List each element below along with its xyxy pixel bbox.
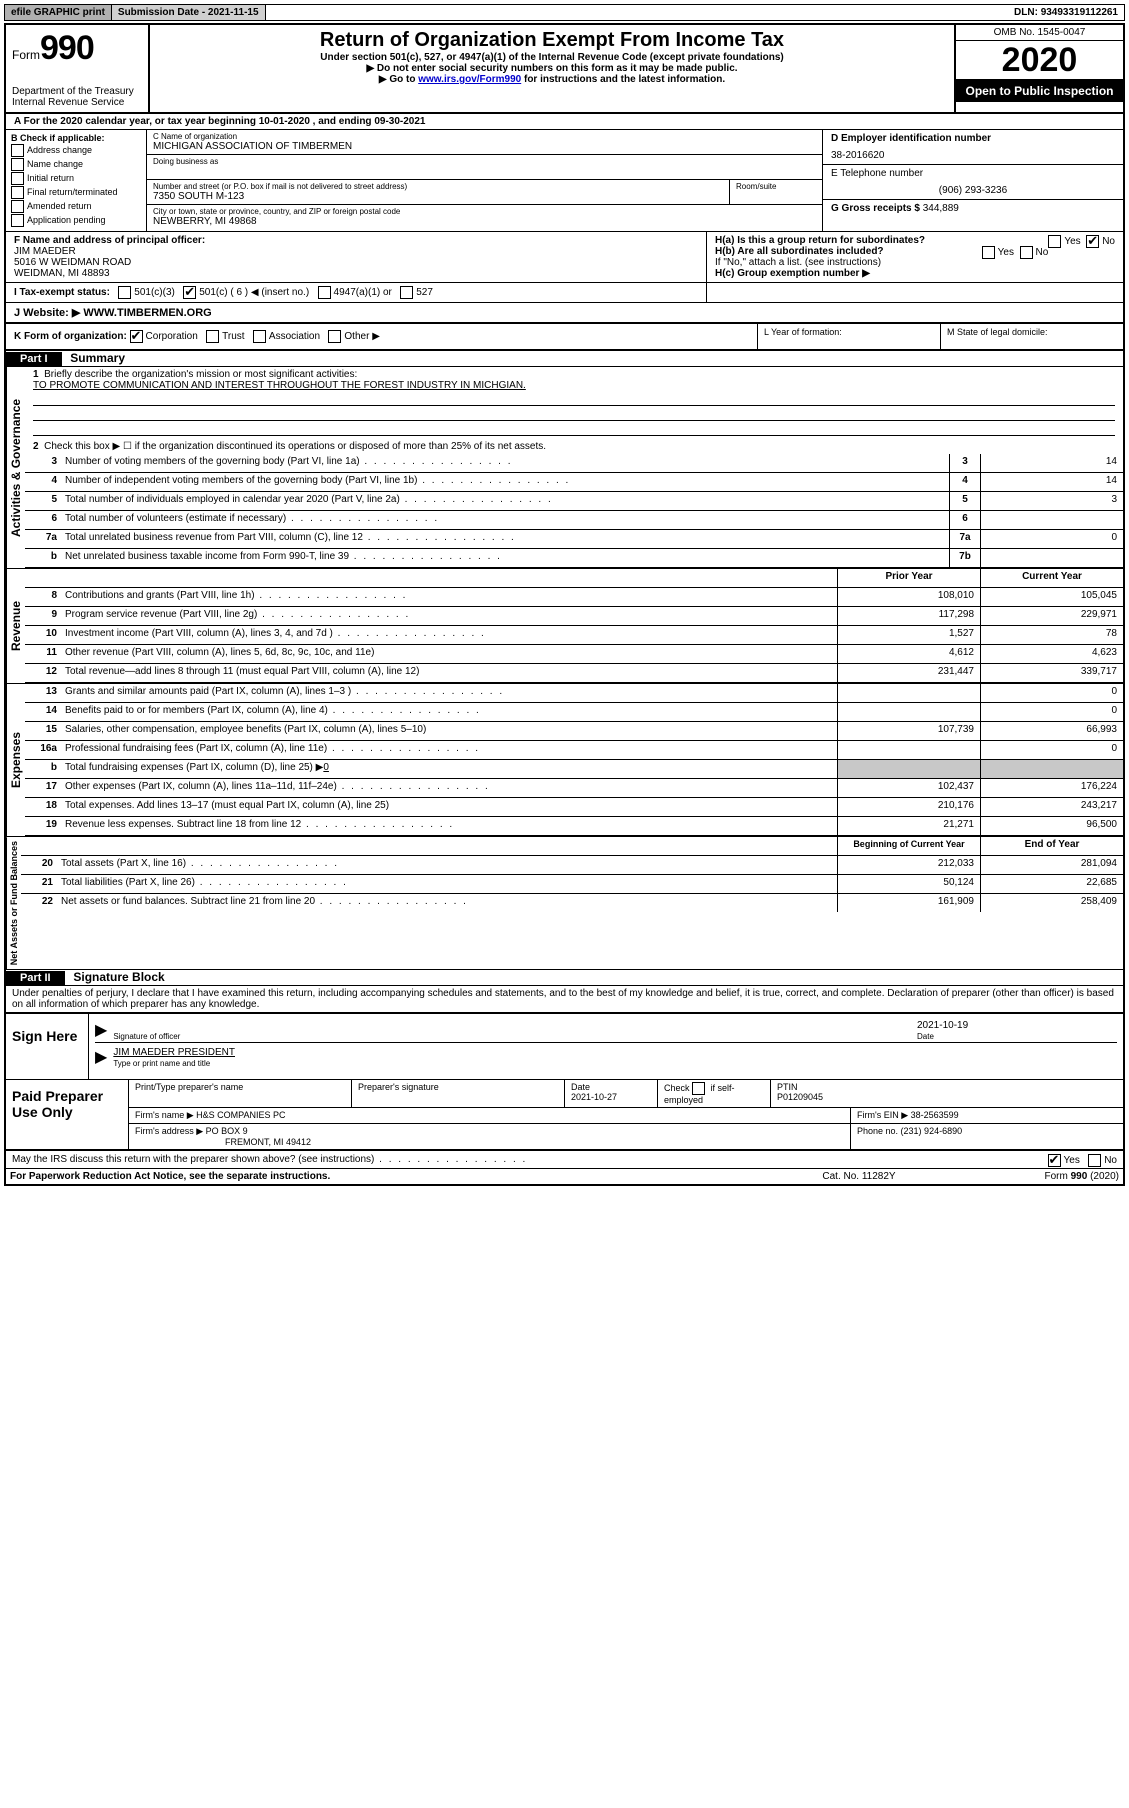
line-19: Revenue less expenses. Subtract line 18 … xyxy=(61,817,837,835)
org-name: MICHIGAN ASSOCIATION OF TIMBERMEN xyxy=(153,141,816,152)
tab-net-assets: Net Assets or Fund Balances xyxy=(6,837,21,969)
form-title: Return of Organization Exempt From Incom… xyxy=(158,29,946,52)
section-f-officer: F Name and address of principal officer:… xyxy=(6,232,706,282)
section-hc xyxy=(706,283,1123,302)
line-7a: Total unrelated business revenue from Pa… xyxy=(61,530,949,548)
label-city: City or town, state or province, country… xyxy=(153,207,816,216)
part-ii-title: Signature Block xyxy=(67,970,164,984)
line-20: Total assets (Part X, line 16) xyxy=(57,856,837,874)
part-i-bar: Part I xyxy=(6,352,62,366)
line-14: Benefits paid to or for members (Part IX… xyxy=(61,703,837,721)
line-5: Total number of individuals employed in … xyxy=(61,492,949,510)
line-2: Check this box ▶ ☐ if the organization d… xyxy=(44,441,546,452)
line-8: Contributions and grants (Part VIII, lin… xyxy=(61,588,837,606)
cb-final-return[interactable]: Final return/terminated xyxy=(11,186,141,199)
tax-year: 2020 xyxy=(956,41,1123,80)
tab-revenue: Revenue xyxy=(6,569,25,683)
section-b: B Check if applicable: Address change Na… xyxy=(6,130,147,231)
irs-discuss-row: May the IRS discuss this return with the… xyxy=(6,1151,1123,1169)
form-subtitle-1: Under section 501(c), 527, or 4947(a)(1)… xyxy=(158,52,946,63)
line-9: Program service revenue (Part VIII, line… xyxy=(61,607,837,625)
line-7b: Net unrelated business taxable income fr… xyxy=(61,549,949,567)
line-11: Other revenue (Part VIII, column (A), li… xyxy=(61,645,837,663)
cb-initial-return[interactable]: Initial return xyxy=(11,172,141,185)
line-3: Number of voting members of the governin… xyxy=(61,454,949,472)
cb-name-change[interactable]: Name change xyxy=(11,158,141,171)
dln-text: DLN: 93493319112261 xyxy=(1008,5,1124,20)
perjury-declaration: Under penalties of perjury, I declare th… xyxy=(6,986,1123,1012)
cb-address-change[interactable]: Address change xyxy=(11,144,141,157)
label-org-name: C Name of organization xyxy=(153,132,816,141)
line-16b: Total fundraising expenses (Part IX, col… xyxy=(61,760,837,778)
line-1-label: Briefly describe the organization's miss… xyxy=(44,369,357,380)
top-bar: efile GRAPHIC print Submission Date - 20… xyxy=(4,4,1125,21)
sign-date: 2021-10-19 xyxy=(917,1020,968,1031)
line-12: Total revenue—add lines 8 through 11 (mu… xyxy=(61,664,837,682)
irs-label: Internal Revenue Service xyxy=(12,97,142,108)
street-address: 7350 SOUTH M-123 xyxy=(153,191,723,202)
part-i-title: Summary xyxy=(64,351,125,365)
section-e-phone: E Telephone number (906) 293-3236 xyxy=(823,165,1123,200)
line-21: Total liabilities (Part X, line 26) xyxy=(57,875,837,893)
paid-preparer-label: Paid Preparer Use Only xyxy=(6,1080,128,1149)
form-outer: Form990 Department of the Treasury Inter… xyxy=(4,23,1125,1186)
label-dba: Doing business as xyxy=(153,157,816,166)
section-m-state: M State of legal domicile: xyxy=(940,324,1123,349)
col-prior-year: Prior Year xyxy=(837,569,980,587)
line-10: Investment income (Part VIII, column (A)… xyxy=(61,626,837,644)
irs-link[interactable]: www.irs.gov/Form990 xyxy=(418,74,521,85)
efile-button[interactable]: efile GRAPHIC print xyxy=(5,5,112,20)
line-22: Net assets or fund balances. Subtract li… xyxy=(57,894,837,912)
part-ii-bar: Part II xyxy=(6,971,65,985)
section-d-ein: D Employer identification number 38-2016… xyxy=(823,130,1123,165)
section-g-receipts: G Gross receipts $ 344,889 xyxy=(823,200,1123,217)
form-header: Form990 Department of the Treasury Inter… xyxy=(6,25,1123,114)
cb-amended-return[interactable]: Amended return xyxy=(11,200,141,213)
paperwork-notice: For Paperwork Reduction Act Notice, see … xyxy=(10,1171,759,1182)
label-street: Number and street (or P.O. box if mail i… xyxy=(153,182,723,191)
form-subtitle-2: ▶ Do not enter social security numbers o… xyxy=(158,63,946,74)
section-h: H(a) Is this a group return for subordin… xyxy=(706,232,1123,282)
form-number: 990 xyxy=(40,29,94,67)
tab-governance: Activities & Governance xyxy=(6,367,25,568)
row-a-tax-year: A For the 2020 calendar year, or tax yea… xyxy=(6,114,1123,130)
officer-name-title: JIM MAEDER PRESIDENT xyxy=(113,1047,235,1058)
line-17: Other expenses (Part IX, column (A), lin… xyxy=(61,779,837,797)
col-eoy: End of Year xyxy=(980,837,1123,855)
label-room: Room/suite xyxy=(736,182,816,191)
preparer-firm: H&S COMPANIES PC xyxy=(196,1110,285,1120)
line-15: Salaries, other compensation, employee b… xyxy=(61,722,837,740)
line-13: Grants and similar amounts paid (Part IX… xyxy=(61,684,837,702)
tab-expenses: Expenses xyxy=(6,684,25,836)
line-6: Total number of volunteers (estimate if … xyxy=(61,511,949,529)
sign-here-label: Sign Here xyxy=(6,1014,89,1079)
line-4: Number of independent voting members of … xyxy=(61,473,949,491)
line-16a: Professional fundraising fees (Part IX, … xyxy=(61,741,837,759)
form-word: Form xyxy=(12,48,40,62)
label-signature: Signature of officer xyxy=(113,1032,180,1041)
city-state-zip: NEWBERRY, MI 49868 xyxy=(153,216,816,227)
mission-text: TO PROMOTE COMMUNICATION AND INTEREST TH… xyxy=(33,380,526,391)
col-current-year: Current Year xyxy=(980,569,1123,587)
line-18: Total expenses. Add lines 13–17 (must eq… xyxy=(61,798,837,816)
dept-treasury: Department of the Treasury xyxy=(12,86,142,97)
section-i-tax-status: I Tax-exempt status: 501(c)(3) 501(c) ( … xyxy=(6,283,706,302)
section-k-form-org: K Form of organization: Corporation Trus… xyxy=(6,324,757,349)
open-to-public: Open to Public Inspection xyxy=(956,80,1123,102)
section-l-year: L Year of formation: xyxy=(757,324,940,349)
section-j-website: J Website: ▶ WWW.TIMBERMEN.ORG xyxy=(6,303,1123,324)
col-boy: Beginning of Current Year xyxy=(837,837,980,855)
catalog-number: Cat. No. 11282Y xyxy=(759,1171,959,1182)
cb-application-pending[interactable]: Application pending xyxy=(11,214,141,227)
submission-date-button[interactable]: Submission Date - 2021-11-15 xyxy=(112,5,266,20)
form-subtitle-3: ▶ Go to www.irs.gov/Form990 for instruct… xyxy=(158,74,946,85)
omb-number: OMB No. 1545-0047 xyxy=(956,25,1123,41)
form-version: Form 990 (2020) xyxy=(959,1171,1119,1182)
